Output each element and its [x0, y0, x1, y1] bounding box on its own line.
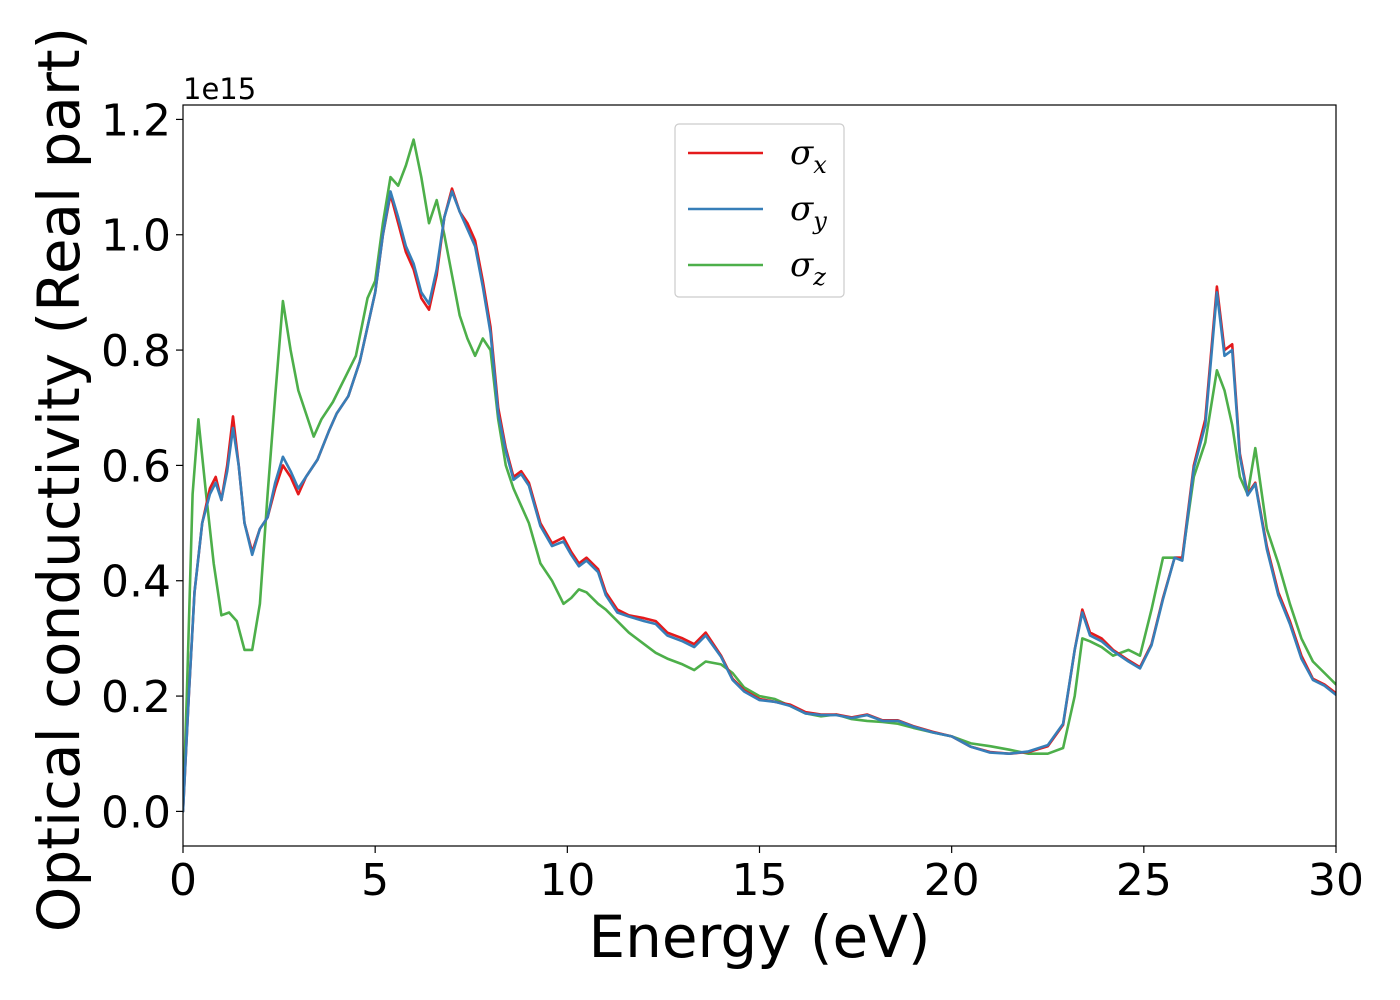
x-tick-label: 20	[924, 855, 980, 906]
legend-label-y: σy	[790, 189, 827, 235]
series-lines	[183, 138, 1336, 813]
legend: σx σy σz	[674, 123, 845, 298]
x-tick-label: 10	[539, 855, 595, 906]
series-line-y	[183, 190, 1336, 813]
y-tick-label: 1.2	[101, 95, 171, 146]
y-axis-ticks: 0.0 0.2 0.4 0.6 0.8 1.0 1.2	[101, 95, 183, 838]
x-tick-label: 15	[732, 855, 788, 906]
y-tick-label: 0.0	[101, 787, 171, 838]
x-axis-ticks: 0 5 10 15 20 25 30	[169, 846, 1364, 906]
y-tick-label: 1.0	[101, 211, 171, 262]
y-tick-label: 0.6	[101, 441, 171, 492]
y-offset-label: 1e15	[183, 72, 256, 106]
y-axis-title: Optical conductivity (Real part)	[25, 27, 93, 932]
x-axis-title: Energy (eV)	[588, 903, 930, 971]
y-tick-label: 0.4	[101, 557, 171, 608]
x-tick-label: 5	[361, 855, 389, 906]
legend-label-x: σx	[790, 133, 827, 179]
y-tick-label: 0.2	[101, 672, 171, 723]
series-line-z	[183, 138, 1336, 813]
x-tick-label: 0	[169, 855, 197, 906]
legend-label-z: σz	[790, 245, 826, 291]
x-tick-label: 30	[1308, 855, 1364, 906]
y-tick-label: 0.8	[101, 326, 171, 377]
legend-box	[674, 123, 845, 298]
x-tick-label: 25	[1116, 855, 1172, 906]
